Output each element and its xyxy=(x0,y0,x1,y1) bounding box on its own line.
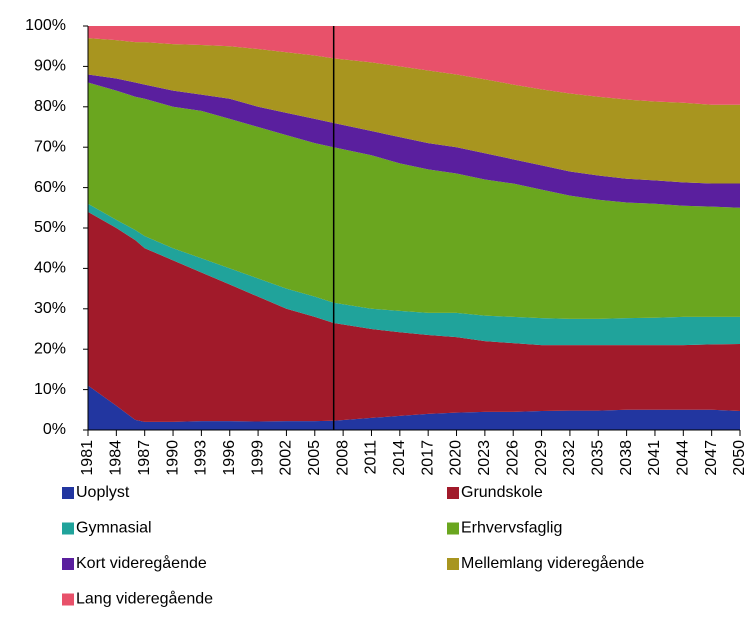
x-tick-label: 2044 xyxy=(675,440,692,476)
x-tick-label: 2008 xyxy=(334,440,351,476)
area xyxy=(88,74,740,208)
x-tick-label: 1990 xyxy=(164,440,181,476)
x-tick-label: 2029 xyxy=(533,440,550,476)
x-tick-label: 1996 xyxy=(221,440,238,476)
y-tick-label: 70% xyxy=(34,138,66,155)
x-tick-label: 2005 xyxy=(306,440,323,476)
x-tick-label: 2026 xyxy=(504,440,521,476)
legend-swatch xyxy=(447,558,459,570)
area xyxy=(88,26,740,105)
x-tick-label: 2047 xyxy=(703,440,720,476)
y-tick-label: 60% xyxy=(34,179,66,196)
x-tick-label: 1984 xyxy=(108,440,125,476)
x-tick-label: 2032 xyxy=(561,440,578,476)
x-tick-label: 2038 xyxy=(618,440,635,476)
x-tick-label: 2002 xyxy=(278,440,295,476)
x-tick-label: 2020 xyxy=(448,440,465,476)
y-tick-label: 80% xyxy=(34,98,66,115)
x-tick-label: 2014 xyxy=(391,440,408,476)
y-tick-label: 40% xyxy=(34,260,66,277)
x-tick-label: 2017 xyxy=(419,440,436,476)
area xyxy=(88,203,740,346)
legend-swatch xyxy=(62,487,74,499)
y-tick-label: 10% xyxy=(34,381,66,398)
legend-label: Grundskole xyxy=(461,484,543,501)
x-tick-label: 1993 xyxy=(193,440,210,476)
legend-label: Lang videregående xyxy=(76,590,213,608)
legend-label: Erhvervsfaglig xyxy=(461,520,562,537)
x-tick-label: 2023 xyxy=(476,440,493,476)
legend-label: Kort videregående xyxy=(76,554,207,572)
legend-swatch xyxy=(447,522,459,535)
x-tick-label: 1999 xyxy=(249,440,266,476)
x-tick-label: 2011 xyxy=(363,440,380,475)
x-tick-label: 2050 xyxy=(731,440,748,476)
x-tick-label: 1987 xyxy=(136,440,153,476)
x-tick-label: 1981 xyxy=(79,440,96,476)
legend-label: Uoplyst xyxy=(76,484,130,501)
legend-swatch xyxy=(447,487,459,499)
y-tick-label: 90% xyxy=(34,58,66,75)
y-tick-label: 30% xyxy=(34,300,66,317)
legend-swatch xyxy=(62,522,74,535)
legend-swatch xyxy=(62,558,74,570)
y-tick-label: 100% xyxy=(25,17,66,34)
y-tick-label: 20% xyxy=(34,340,66,357)
area xyxy=(88,211,740,422)
y-tick-label: 50% xyxy=(34,219,66,236)
legend-label: Mellemlang videregående xyxy=(461,554,644,572)
area xyxy=(88,38,740,184)
legend-swatch xyxy=(62,593,74,606)
area xyxy=(88,385,740,430)
area xyxy=(88,82,740,319)
x-tick-label: 2035 xyxy=(589,440,606,476)
legend-label: Gymnasial xyxy=(76,520,152,537)
y-tick-label: 0% xyxy=(43,421,66,438)
x-tick-label: 2041 xyxy=(646,440,663,476)
